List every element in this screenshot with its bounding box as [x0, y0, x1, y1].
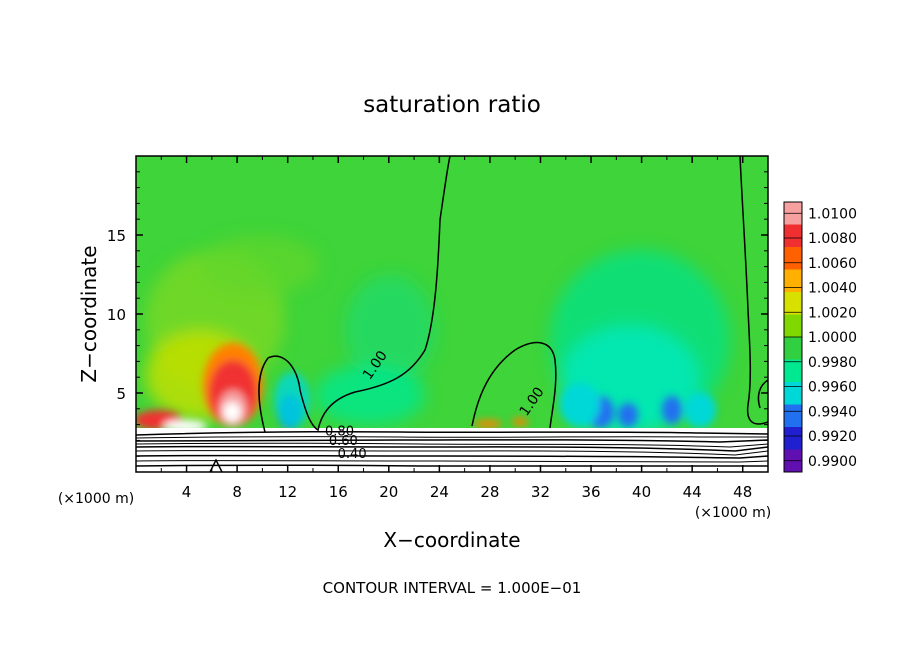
colorbar-label: 1.0020: [808, 305, 857, 321]
colorbar-label: 0.9920: [808, 429, 857, 445]
x-axis-ticks: 4 8 12 16 20 24 28 32 36 40 44 48: [160, 156, 752, 501]
x-tick-label: 24: [430, 483, 449, 501]
contour-line: [136, 450, 768, 456]
contour-label: 0.40: [338, 447, 367, 462]
colorbar-swatch: [784, 404, 802, 428]
shade-cyan-12km: [274, 372, 310, 428]
colorbar-swatch: [784, 427, 802, 450]
x-unit-right: (×1000 m): [695, 505, 771, 521]
contour-line: [136, 445, 768, 452]
colorbar-swatch: [784, 292, 802, 315]
x-tick-label: 4: [182, 483, 192, 501]
y-tick-label: 10: [107, 306, 126, 324]
colorbar-label: 0.9960: [808, 380, 857, 396]
contour-line: [136, 442, 768, 448]
contour-line: [136, 436, 768, 439]
x-tick-label: 48: [733, 483, 752, 501]
y-axis-ticks: 5 10 15: [107, 171, 768, 457]
contour-line: [136, 439, 768, 443]
shade-orange-29km: [474, 420, 502, 428]
x-unit-left: (×1000 m): [58, 491, 134, 507]
x-tick-label: 32: [531, 483, 550, 501]
x-tick-label: 28: [480, 483, 499, 501]
colorbar-swatch: [784, 382, 802, 405]
lower-contours: [136, 430, 768, 472]
colorbar-label: 1.0040: [808, 281, 857, 297]
colorbar-label: 0.9980: [808, 355, 857, 371]
colorbar-label: 0.9940: [808, 404, 857, 420]
contour-line: [136, 430, 768, 436]
x-tick-label: 44: [683, 483, 702, 501]
x-axis-label: X−coordinate: [383, 528, 520, 552]
y-axis-label: Z−coordinate: [77, 245, 101, 382]
colorbar-swatch: [784, 247, 802, 270]
y-tick-label: 5: [116, 385, 126, 403]
shade-blue-42km: [662, 396, 682, 424]
shade-cyan-44km: [684, 392, 716, 428]
lower-layer-edge: [136, 428, 768, 434]
x-tick-label: 16: [329, 483, 348, 501]
shade-blue-40km: [618, 403, 638, 427]
colorbar-label: 1.0080: [808, 231, 857, 247]
contour-label: 0.60: [329, 434, 358, 449]
x-tick-label: 20: [379, 483, 398, 501]
contour-interval-note: CONTOUR INTERVAL = 1.000E−01: [323, 579, 582, 597]
contour-1-00-right: [739, 156, 768, 425]
contour-line: [136, 454, 768, 459]
chart-title: saturation ratio: [363, 92, 541, 118]
y-tick-label: 15: [107, 227, 126, 245]
shade-mid-cyan-low: [315, 365, 425, 425]
colorbar-swatch: [784, 269, 802, 293]
shade-mid-cyan: [345, 275, 435, 385]
colorbar-label: 1.0100: [808, 206, 857, 222]
contour-line: [136, 464, 768, 468]
colorbar-label: 0.9900: [808, 454, 857, 470]
colorbar: 1.0100 1.0080 1.0060 1.0040 1.0020 1.0000 0.99…: [783, 201, 857, 473]
plot-area: 1.001.000.800.600.40: [136, 156, 768, 472]
colorbar-label: 1.0060: [808, 256, 857, 272]
shade-upper-left: [200, 235, 320, 295]
x-tick-label: 40: [632, 483, 651, 501]
shade-orange-31km: [512, 418, 528, 426]
unity-contours: [258, 156, 768, 433]
colorbar-label: 1.0000: [808, 330, 857, 346]
x-tick-label: 12: [278, 483, 297, 501]
shade-cyan-36km: [560, 383, 600, 427]
colorbar-swatch: [784, 337, 802, 360]
contour-label: 0.80: [325, 425, 354, 440]
contour-line: [136, 460, 768, 463]
x-tick-label: 36: [581, 483, 600, 501]
colorbar-swatch: [784, 224, 802, 248]
colorbar-swatch: [784, 359, 802, 383]
shade-white-core: [223, 402, 241, 422]
contour-1-00-right-edge: [757, 379, 768, 409]
contour-1-00-mid: [471, 341, 557, 429]
contour-1-00-left: [258, 156, 451, 433]
x-tick-label: 8: [232, 483, 242, 501]
colorbar-swatch: [784, 314, 802, 338]
